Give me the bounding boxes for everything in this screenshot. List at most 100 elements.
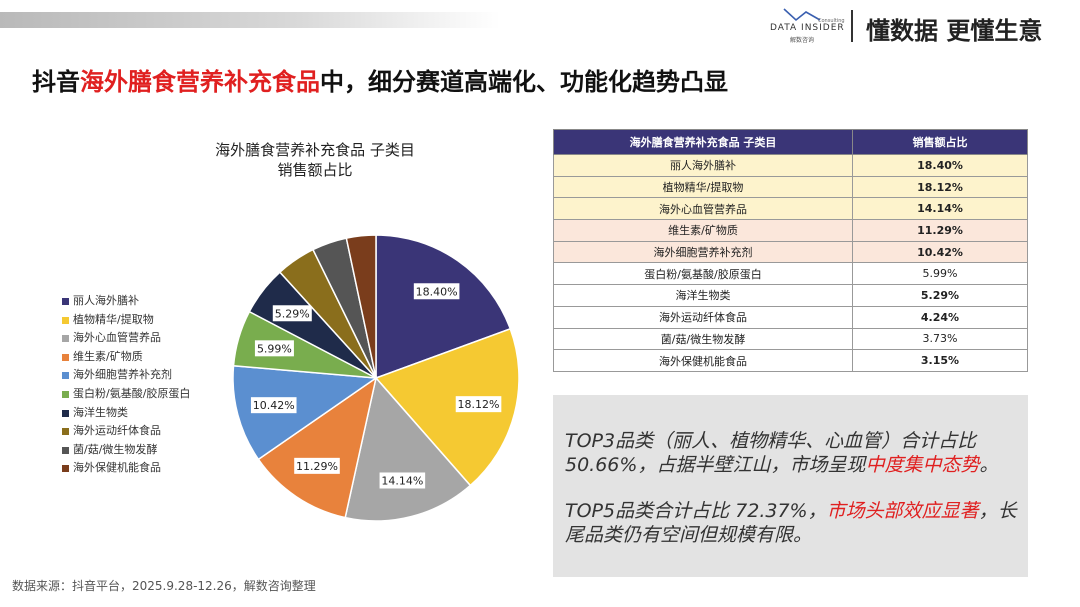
- insight-paragraph-1: TOP3品类（丽人、植物精华、心血管）合计占比50.66%，占据半壁江山，市场呈…: [565, 429, 1025, 477]
- insight-p2-highlight: 市场头部效应显著: [826, 500, 979, 522]
- legend-swatch: [62, 316, 69, 324]
- pie-slice-label: 5.99%: [257, 342, 292, 355]
- legend-label: 维生素/矿物质: [73, 349, 143, 363]
- pie-label-background: [413, 283, 460, 300]
- pie-label-background: [250, 397, 297, 414]
- table-row: 海外心血管营养品 14.14%: [553, 197, 1028, 221]
- pie-label-background: [455, 396, 502, 413]
- legend-label: 植物精华/提取物: [73, 312, 154, 326]
- legend-label: 蛋白粉/氨基酸/胶原蛋白: [73, 386, 191, 400]
- legend-swatch: [62, 298, 69, 305]
- table-cell-share: 14.14%: [852, 197, 1028, 221]
- table-cell-category: 蛋白粉/氨基酸/胶原蛋白: [553, 262, 853, 286]
- pie-slice: [375, 234, 512, 380]
- page-headline: 抖音海外膳食营养补充食品中，细分赛道高端化、功能化趋势凸显: [32, 62, 728, 97]
- table-cell-category: 海外保健机能食品: [553, 349, 853, 372]
- logo-consulting: Consulting: [818, 18, 845, 24]
- chart-title-line1: 海外膳食营养补充食品 子类目: [215, 141, 415, 159]
- table-cell-category: 海外心血管营养品: [553, 197, 853, 221]
- table-cell-category: 丽人海外膳补: [553, 154, 853, 177]
- insight-box: TOP3品类（丽人、植物精华、心血管）合计占比50.66%，占据半壁江山，市场呈…: [553, 395, 1028, 577]
- table-cell-category: 维生素/矿物质: [553, 219, 853, 242]
- chart-title-line2: 销售额占比: [277, 161, 353, 179]
- header-divider: [851, 10, 853, 42]
- table-header-category: 海外膳食营养补充食品 子类目: [553, 129, 853, 155]
- pie-slice-label: 18.40%: [416, 285, 458, 298]
- legend-item: 菌/菇/微生物发酵: [62, 441, 190, 460]
- headline-highlight: 海外膳食营养补充食品: [80, 68, 320, 96]
- top-gradient-bar: [0, 12, 500, 28]
- legend-swatch: [62, 409, 69, 417]
- legend-item: 植物精华/提取物: [62, 311, 190, 330]
- data-insider-logo: Consulting DATA INSIDER 解数咨询: [770, 6, 845, 46]
- logo-subtitle: 解数咨询: [790, 37, 815, 44]
- pie-slice: [232, 364, 379, 461]
- insight-p2-end: ，长尾品类仍有空间但规模有限。: [565, 500, 1017, 546]
- legend-item: 蛋白粉/氨基酸/胶原蛋白: [62, 385, 190, 404]
- insight-p1-text: TOP3品类（丽人、植物精华、心血管）合计占比50.66%，占据半壁江山，市场呈…: [565, 430, 977, 476]
- headline-suffix: 中，细分赛道高端化、功能化趋势凸显: [320, 68, 728, 96]
- headline-prefix: 抖音: [32, 68, 80, 96]
- legend-label: 海外运动纤体食品: [73, 424, 161, 438]
- table-cell-share: 3.15%: [852, 349, 1028, 372]
- legend-swatch: [62, 372, 69, 380]
- table-row: 丽人海外膳补 18.40%: [553, 154, 1028, 177]
- table-row: 海洋生物类 5.29%: [553, 284, 1028, 307]
- logo-mark-icon: [783, 8, 821, 22]
- table-header-row: 海外膳食营养补充食品 子类目 销售额占比: [553, 129, 1028, 155]
- pie-label-background: [272, 305, 312, 322]
- table-cell-category: 植物精华/提取物: [553, 175, 853, 199]
- legend-item: 海外保健机能食品: [62, 459, 190, 478]
- table-row: 菌/菇/微生物发酵 3.73%: [553, 327, 1028, 351]
- pie-slice: [374, 327, 520, 487]
- share-table: 海外膳食营养补充食品 子类目 销售额占比 丽人海外膳补 18.40% 植物精华/提取…: [553, 129, 1028, 372]
- legend-label: 海外细胞营养补充剂: [73, 368, 172, 382]
- legend-item: 海洋生物类: [62, 404, 190, 423]
- legend-item: 维生素/矿物质: [62, 348, 190, 367]
- table-cell-share: 4.24%: [852, 305, 1028, 329]
- legend-swatch: [62, 390, 69, 398]
- legend-item: 海外细胞营养补充剂: [62, 366, 190, 385]
- legend-label: 海洋生物类: [73, 405, 128, 419]
- legend-swatch: [62, 465, 69, 473]
- table-cell-share: 3.73%: [852, 327, 1028, 351]
- table-row: 海外细胞营养补充剂 10.42%: [553, 240, 1028, 264]
- legend-item: 海外运动纤体食品: [62, 422, 190, 441]
- legend-item: 丽人海外膳补: [62, 292, 190, 311]
- table-row: 海外运动纤体食品 4.24%: [553, 305, 1028, 329]
- pie-slice-label: 18.12%: [458, 398, 500, 411]
- table-cell-share: 11.29%: [852, 219, 1028, 242]
- insight-p2-text: TOP5品类合计占比 72.37%，: [565, 500, 827, 522]
- logo-name: DATA INSIDER: [770, 23, 845, 33]
- table-cell-category: 海洋生物类: [553, 284, 853, 307]
- pie-slice-label: 5.29%: [275, 307, 310, 320]
- insight-p1-end: 。: [979, 454, 999, 476]
- table-cell-category: 海外细胞营养补充剂: [553, 240, 853, 264]
- legend-label: 菌/菇/微生物发酵: [73, 442, 158, 456]
- legend-swatch: [62, 428, 69, 436]
- pie-slice-label: 10.42%: [253, 399, 295, 412]
- table-row: 蛋白粉/氨基酸/胶原蛋白 5.99%: [553, 262, 1028, 286]
- legend-label: 海外心血管营养品: [73, 331, 161, 345]
- table-cell-category: 海外运动纤体食品: [553, 305, 853, 329]
- table-cell-share: 10.42%: [852, 240, 1028, 264]
- insight-paragraph-2: TOP5品类合计占比 72.37%，市场头部效应显著，长尾品类仍有空间但规模有限…: [565, 499, 1025, 547]
- pie-slice: [257, 376, 378, 519]
- pie-label-background: [254, 340, 294, 357]
- insight-p1-highlight: 中度集中态势: [865, 454, 980, 476]
- pie-slice: [344, 376, 472, 522]
- slogan: 懂数据 更懂生意: [866, 17, 1043, 45]
- chart-legend: 丽人海外膳补植物精华/提取物 海外心血管营养品 维生素/矿物质海外细胞营养补充剂蛋白…: [62, 292, 190, 478]
- legend-swatch: [62, 446, 69, 454]
- chart-title: 海外膳食营养补充食品 子类目 销售额占比: [150, 140, 480, 180]
- legend-swatch: [62, 353, 69, 361]
- data-source-note: 数据来源：抖音平台，2025.9.28-12.26，解数咨询整理: [12, 579, 316, 593]
- table-cell-share: 18.40%: [852, 154, 1028, 177]
- table-row: 植物精华/提取物 18.12%: [553, 175, 1028, 199]
- legend-item: 海外心血管营养品: [62, 329, 190, 348]
- table-header-share: 销售额占比: [852, 129, 1028, 155]
- table-cell-share: 5.99%: [852, 262, 1028, 286]
- legend-label: 丽人海外膳补: [73, 294, 139, 307]
- table-row: 维生素/矿物质 11.29%: [553, 219, 1028, 242]
